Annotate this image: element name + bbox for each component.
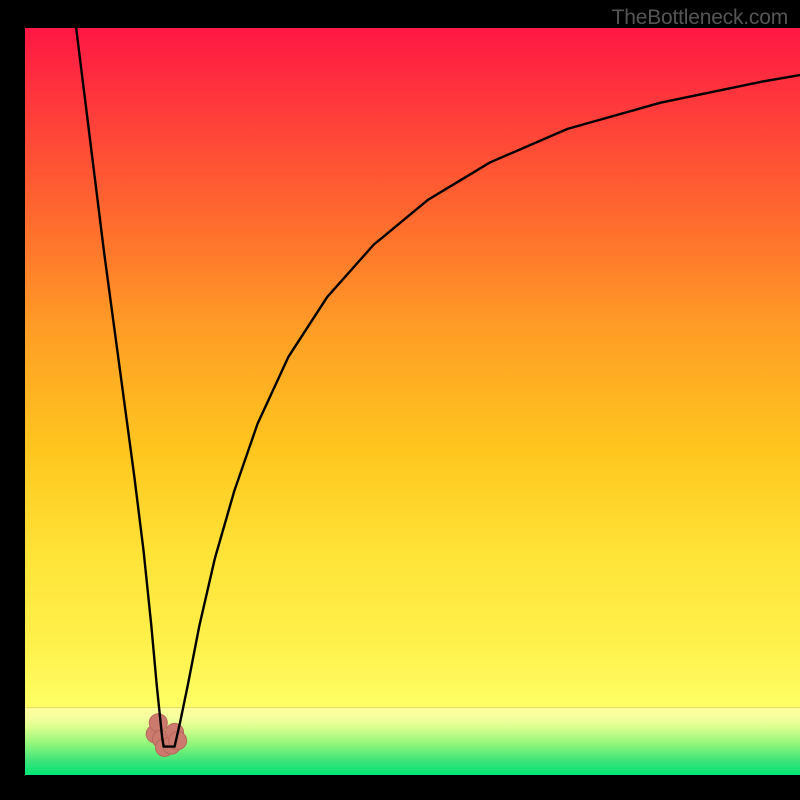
- dip-marker: [149, 714, 167, 732]
- chart-frame: TheBottleneck.com: [0, 0, 800, 800]
- gradient-background-main: [25, 28, 800, 708]
- gradient-background-bottom: [25, 708, 800, 775]
- bottleneck-chart: [0, 0, 800, 800]
- watermark-label: TheBottleneck.com: [612, 6, 788, 30]
